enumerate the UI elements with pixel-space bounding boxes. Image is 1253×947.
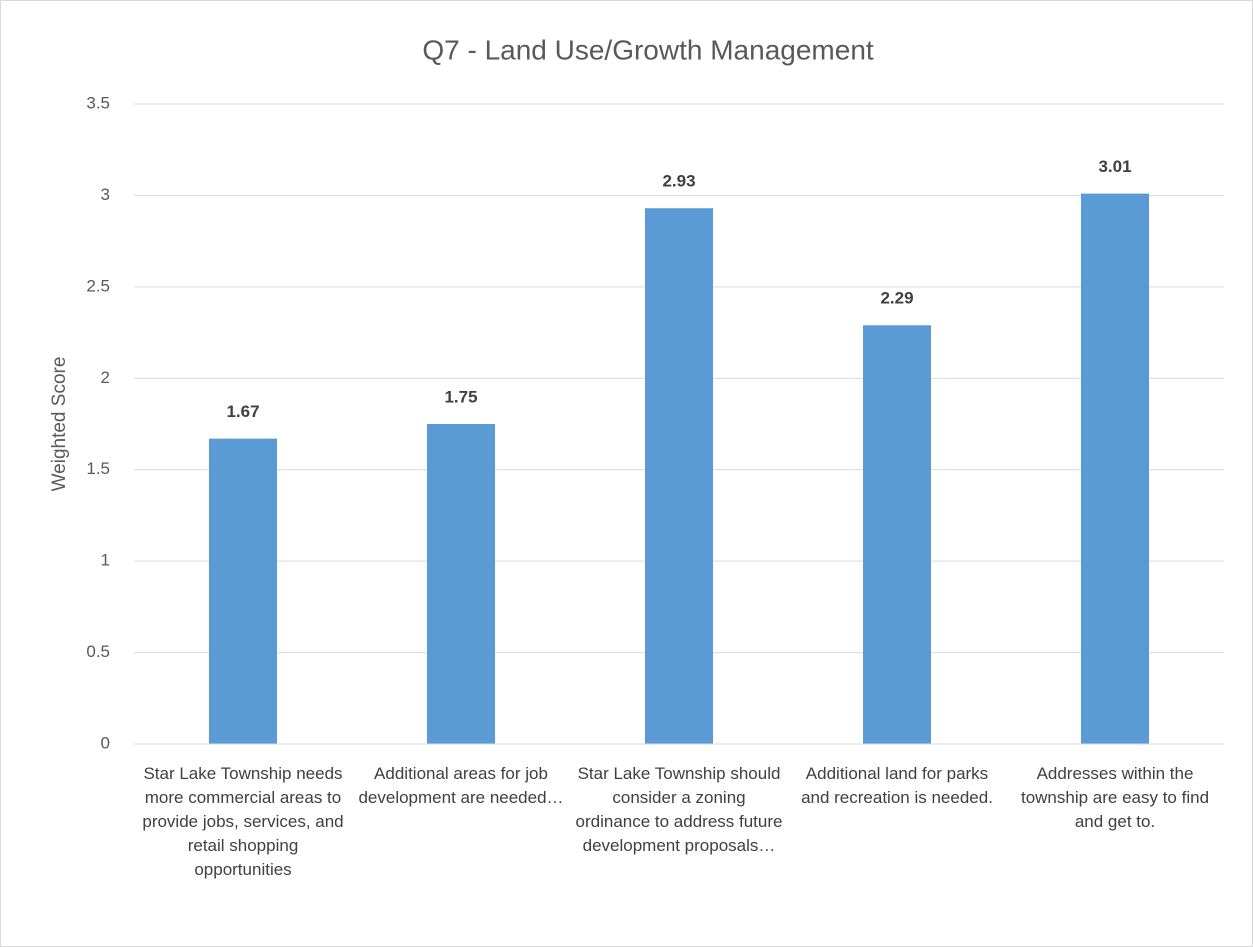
y-tick-label: 2	[101, 368, 110, 387]
data-label: 2.29	[880, 289, 913, 308]
chart-title: Q7 - Land Use/Growth Management	[422, 34, 874, 65]
x-tick-label: Additional land for parks and recreation …	[801, 764, 993, 807]
y-tick-label: 0.5	[86, 642, 110, 661]
data-label: 3.01	[1098, 157, 1131, 176]
x-tick-label: Star Lake Township needs more commercial …	[142, 764, 343, 879]
y-tick-label: 2.5	[86, 276, 110, 295]
x-tick-label: Addresses within the township are easy to…	[1021, 764, 1209, 831]
bar	[863, 325, 931, 744]
data-label: 2.93	[662, 172, 695, 191]
bar	[1081, 193, 1149, 745]
bar	[209, 438, 277, 744]
data-label: 1.75	[444, 387, 477, 406]
x-tick-label: Additional areas for job development are …	[358, 764, 563, 807]
bar	[427, 424, 495, 744]
x-tick-label: Star Lake Township should consider a zoni…	[576, 764, 783, 855]
bar	[645, 208, 713, 744]
y-tick-label: 1.5	[86, 459, 110, 478]
data-label: 1.67	[226, 402, 259, 421]
y-tick-label: 3.5	[86, 93, 110, 112]
y-tick-label: 1	[101, 551, 110, 570]
y-tick-label: 0	[101, 733, 110, 752]
y-axis-label: Weighted Score	[49, 357, 70, 492]
y-tick-label: 3	[101, 185, 110, 204]
